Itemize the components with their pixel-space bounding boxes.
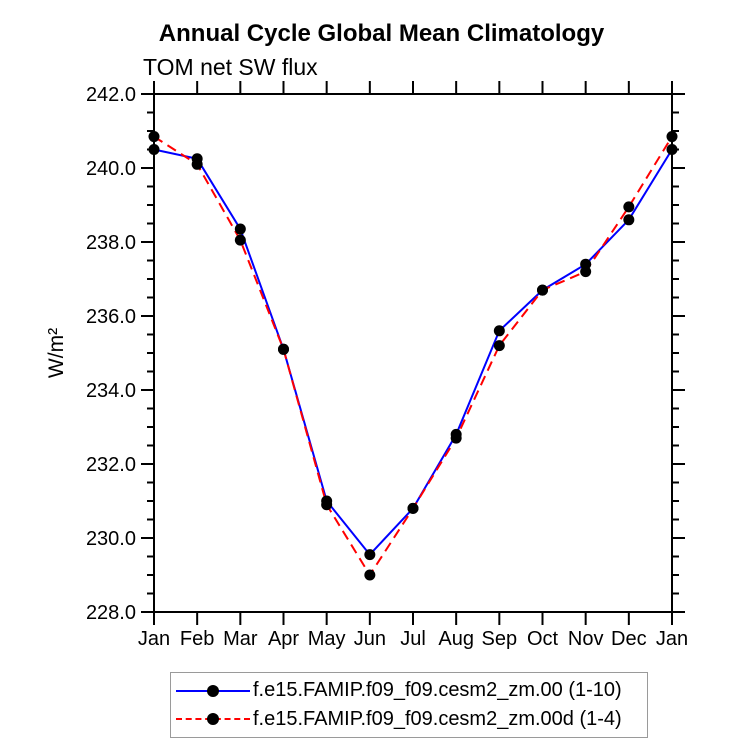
y-tick-label: 234.0 xyxy=(86,380,136,402)
y-tick-label: 232.0 xyxy=(86,454,136,476)
series-line-0 xyxy=(153,148,673,557)
data-point-marker xyxy=(191,158,203,170)
x-tick-label: Mar xyxy=(223,628,258,650)
x-tick-label: Aug xyxy=(438,628,474,650)
y-tick-label: 242.0 xyxy=(86,84,136,106)
y-tick-label: 236.0 xyxy=(86,306,136,328)
data-point-marker xyxy=(234,234,246,246)
data-point-marker xyxy=(321,499,333,511)
data-point-marker xyxy=(278,343,289,355)
plot-area: 228.0 230.0 232.0 234.0 236.0 238.0 240.0 242.0… xyxy=(86,81,688,650)
data-point-marker xyxy=(580,266,592,278)
data-point-marker xyxy=(148,131,160,143)
data-point-marker xyxy=(148,144,160,155)
axis-ticks xyxy=(141,81,685,625)
legend-label-series1: f.e15.FAMIP.f09_f09.cesm2_zm.00 (1-10) xyxy=(253,679,622,702)
x-tick-label: Apr xyxy=(268,628,299,650)
data-point-marker xyxy=(493,325,505,337)
legend-item-series2: f.e15.FAMIP.f09_f09.cesm2_zm.00d (1-4) xyxy=(176,708,647,730)
marker-dot-icon xyxy=(207,713,219,726)
x-tick-label: Oct xyxy=(527,628,559,650)
data-point-marker xyxy=(234,223,246,235)
data-point-marker xyxy=(493,340,505,352)
data-point-marker xyxy=(450,432,462,444)
axis-tick-labels: 228.0 230.0 232.0 234.0 236.0 238.0 240.0 242.0… xyxy=(86,84,688,650)
chart-subtitle: TOM net SW flux xyxy=(143,54,318,80)
chart-title: Annual Cycle Global Mean Climatology xyxy=(158,20,605,47)
legend-line-sample-red-dashed xyxy=(176,712,250,726)
data-point-marker xyxy=(623,201,635,213)
data-point-marker xyxy=(666,131,678,143)
y-tick-label: 238.0 xyxy=(86,232,136,254)
legend-label-series2: f.e15.FAMIP.f09_f09.cesm2_zm.00d (1-4) xyxy=(253,707,622,730)
x-tick-label: Sep xyxy=(482,628,518,650)
x-tick-label: Jun xyxy=(354,628,386,650)
data-point-marker xyxy=(364,569,376,581)
data-point-marker xyxy=(666,144,678,155)
x-tick-label: Nov xyxy=(568,628,604,650)
legend: f.e15.FAMIP.f09_f09.cesm2_zm.00 (1-10) f… xyxy=(170,672,648,738)
x-tick-label: Feb xyxy=(180,628,214,650)
data-point-marker xyxy=(407,502,419,514)
legend-line-sample-blue-solid xyxy=(176,684,250,698)
data-point-marker xyxy=(537,284,548,296)
x-tick-label: Jan xyxy=(138,628,170,650)
legend-item-series1: f.e15.FAMIP.f09_f09.cesm2_zm.00 (1-10) xyxy=(176,679,647,702)
data-point-marker xyxy=(623,214,635,226)
data-point-marker xyxy=(364,549,376,561)
plot-frame xyxy=(153,93,673,613)
marker-dot-icon xyxy=(207,684,219,697)
x-tick-label: Jan xyxy=(656,628,688,650)
y-tick-label: 240.0 xyxy=(86,158,136,180)
x-tick-label: Dec xyxy=(611,628,647,650)
x-tick-label: May xyxy=(308,628,346,650)
x-tick-label: Jul xyxy=(400,628,426,650)
y-tick-label: 230.0 xyxy=(86,528,136,550)
y-tick-label: 228.0 xyxy=(86,602,136,624)
